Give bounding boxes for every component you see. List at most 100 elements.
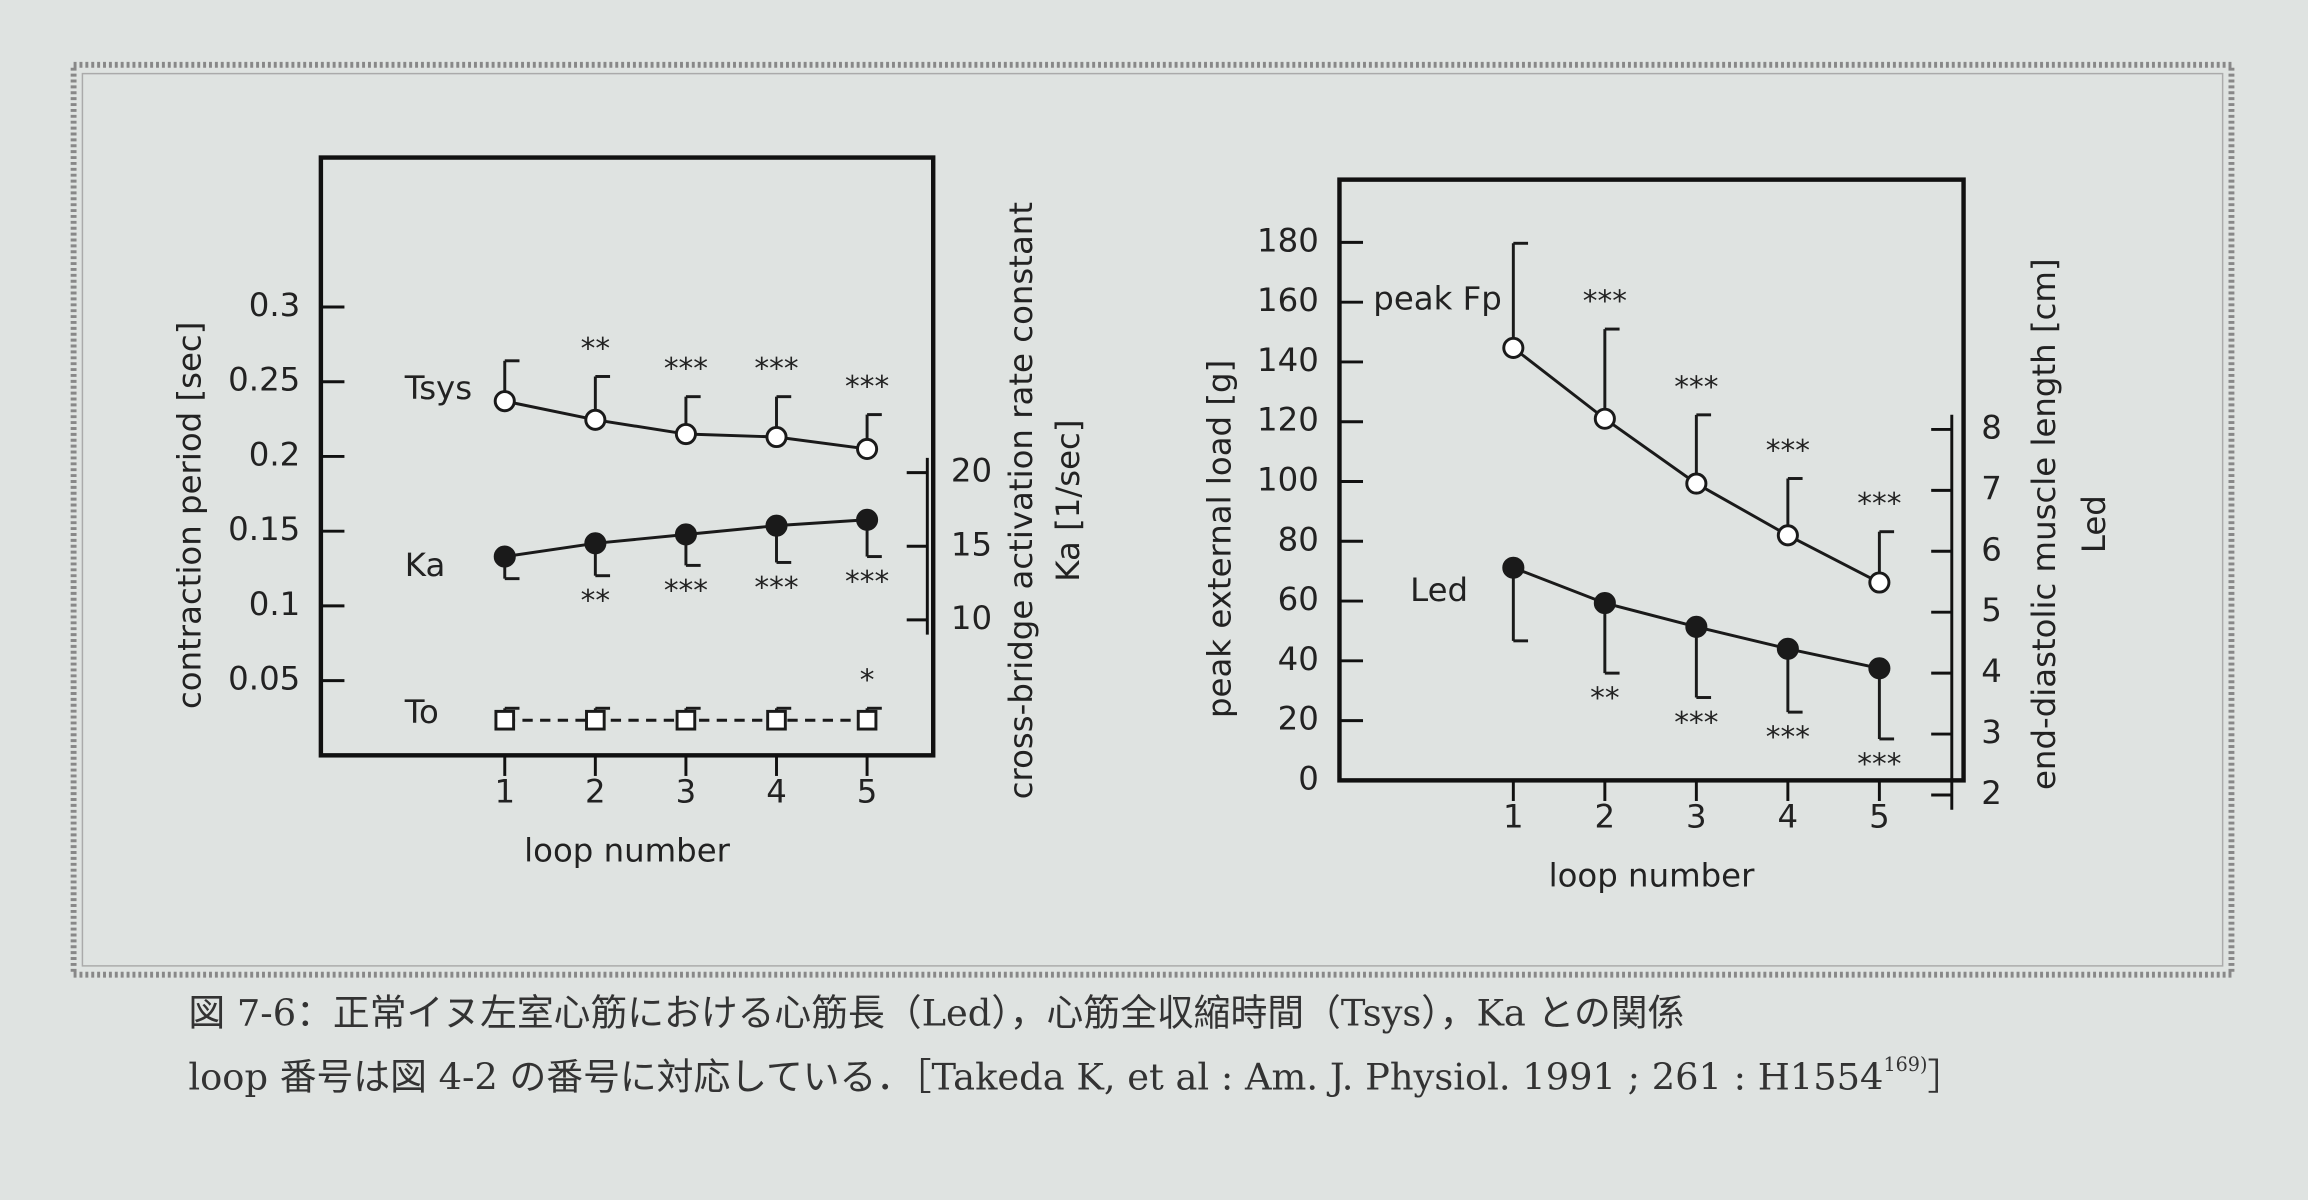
significance: *: [860, 663, 875, 697]
y-tick-label: 60: [1278, 580, 1319, 618]
y-tick-label: 180: [1257, 221, 1319, 259]
significance: ***: [1766, 720, 1810, 754]
x-tick-label: 4: [766, 773, 787, 811]
series-label: Ka: [405, 546, 446, 584]
marker: [765, 514, 788, 537]
marker: [1868, 571, 1891, 594]
y-tick-label: 100: [1257, 460, 1319, 498]
y2-axis-label: end-diastolic muscle length [cm]: [2025, 258, 2063, 790]
significance: ***: [754, 570, 798, 604]
marker: [1776, 524, 1799, 547]
significance: ***: [664, 573, 708, 607]
y-tick-label: 0.3: [249, 286, 300, 324]
x-tick-label: 2: [585, 773, 606, 811]
marker: [1868, 657, 1891, 680]
x-tick-label: 3: [1686, 798, 1707, 836]
y-tick-label: 160: [1257, 281, 1319, 319]
y-tick-label: 80: [1278, 520, 1319, 558]
y2-axis-label: Led: [2075, 495, 2113, 553]
x-tick-label: 1: [494, 773, 515, 811]
y-tick-label: 0: [1298, 759, 1319, 797]
series-label: peak Fp: [1373, 279, 1502, 317]
x-axis-label: loop number: [524, 832, 730, 870]
x-axis-label: loop number: [1549, 857, 1755, 895]
marker: [856, 437, 879, 461]
caption-line: loop 番号は図 4-2 の番号に対応している．［Takeda K, et a…: [188, 1053, 1964, 1098]
marker: [1502, 336, 1525, 359]
y2-axis-label: cross-bridge activation rate constant: [1002, 202, 1040, 799]
y2-tick-label: 10: [951, 599, 992, 637]
y-tick-label: 0.15: [228, 510, 300, 548]
significance: **: [581, 331, 610, 365]
marker: [493, 545, 516, 568]
y2-tick-label: 7: [1981, 469, 2002, 507]
y-axis-label: peak external load [g]: [1201, 360, 1239, 718]
frame-inner: [81, 72, 2224, 967]
significance: ***: [1674, 370, 1718, 404]
significance: ***: [1857, 747, 1901, 781]
y-tick-label: 0.05: [228, 660, 300, 698]
y-tick-label: 40: [1278, 640, 1319, 678]
frame-outer: [70, 61, 2235, 978]
plot-frame: [1337, 177, 1966, 783]
series-label: Tsys: [404, 369, 472, 407]
marker: [494, 709, 516, 731]
y-tick-label: 120: [1257, 401, 1319, 439]
marker: [675, 709, 697, 731]
y2-tick-label: 20: [951, 452, 992, 490]
caption-text: loop 番号は図 4-2 の番号に対応している．［Takeda K, et a…: [188, 1055, 1883, 1098]
significance: **: [581, 584, 610, 618]
x-tick-label: 5: [857, 773, 878, 811]
marker: [585, 709, 606, 731]
significance: ***: [1857, 487, 1901, 521]
significance: ***: [845, 565, 889, 599]
marker: [584, 408, 607, 431]
significance: ***: [754, 352, 798, 386]
y2-tick-label: 8: [1981, 408, 2002, 446]
y2-tick-label: 5: [1981, 591, 2002, 629]
marker: [856, 709, 878, 731]
series-label: To: [404, 693, 439, 731]
y-tick-label: 0.25: [228, 361, 300, 399]
caption-text: ］: [1927, 1055, 1964, 1098]
y-tick-label: 140: [1257, 341, 1319, 379]
significance: ***: [1583, 284, 1627, 318]
caption-ref: 169): [1883, 1053, 1927, 1076]
y-tick-label: 0.2: [249, 435, 300, 473]
significance: ***: [664, 352, 708, 386]
series-label: Led: [1410, 571, 1468, 609]
caption-line: 図 7-6：正常イヌ左室心筋における心筋長（Led），心筋全収縮時間（Tsys）…: [188, 991, 1684, 1034]
x-tick-label: 1: [1503, 798, 1524, 836]
significance: ***: [1674, 706, 1718, 740]
marker: [584, 532, 607, 555]
y-tick-label: 0.1: [249, 585, 300, 623]
marker: [1685, 472, 1708, 495]
marker: [1776, 637, 1799, 660]
x-tick-label: 3: [676, 773, 697, 811]
marker: [1593, 592, 1616, 615]
x-tick-label: 2: [1595, 798, 1616, 836]
marker: [493, 390, 516, 413]
y2-tick-label: 3: [1981, 713, 2002, 751]
y-tick-label: 20: [1278, 700, 1319, 738]
marker: [856, 508, 879, 531]
significance: ***: [845, 370, 889, 404]
marker: [674, 523, 697, 546]
marker: [674, 422, 697, 446]
marker: [765, 425, 788, 449]
x-tick-label: 4: [1778, 798, 1799, 836]
significance: **: [1590, 681, 1619, 715]
marker: [766, 709, 787, 731]
significance: ***: [1766, 433, 1810, 467]
x-tick-label: 5: [1869, 798, 1890, 836]
y2-tick-label: 4: [1981, 652, 2002, 690]
y2-tick-label: 6: [1981, 530, 2002, 568]
y-axis-label: contraction period [sec]: [170, 322, 208, 709]
y2-axis-label: Ka [1/sec]: [1049, 420, 1087, 582]
marker: [1502, 556, 1525, 579]
marker: [1593, 407, 1616, 430]
y2-tick-label: 2: [1981, 774, 2002, 812]
